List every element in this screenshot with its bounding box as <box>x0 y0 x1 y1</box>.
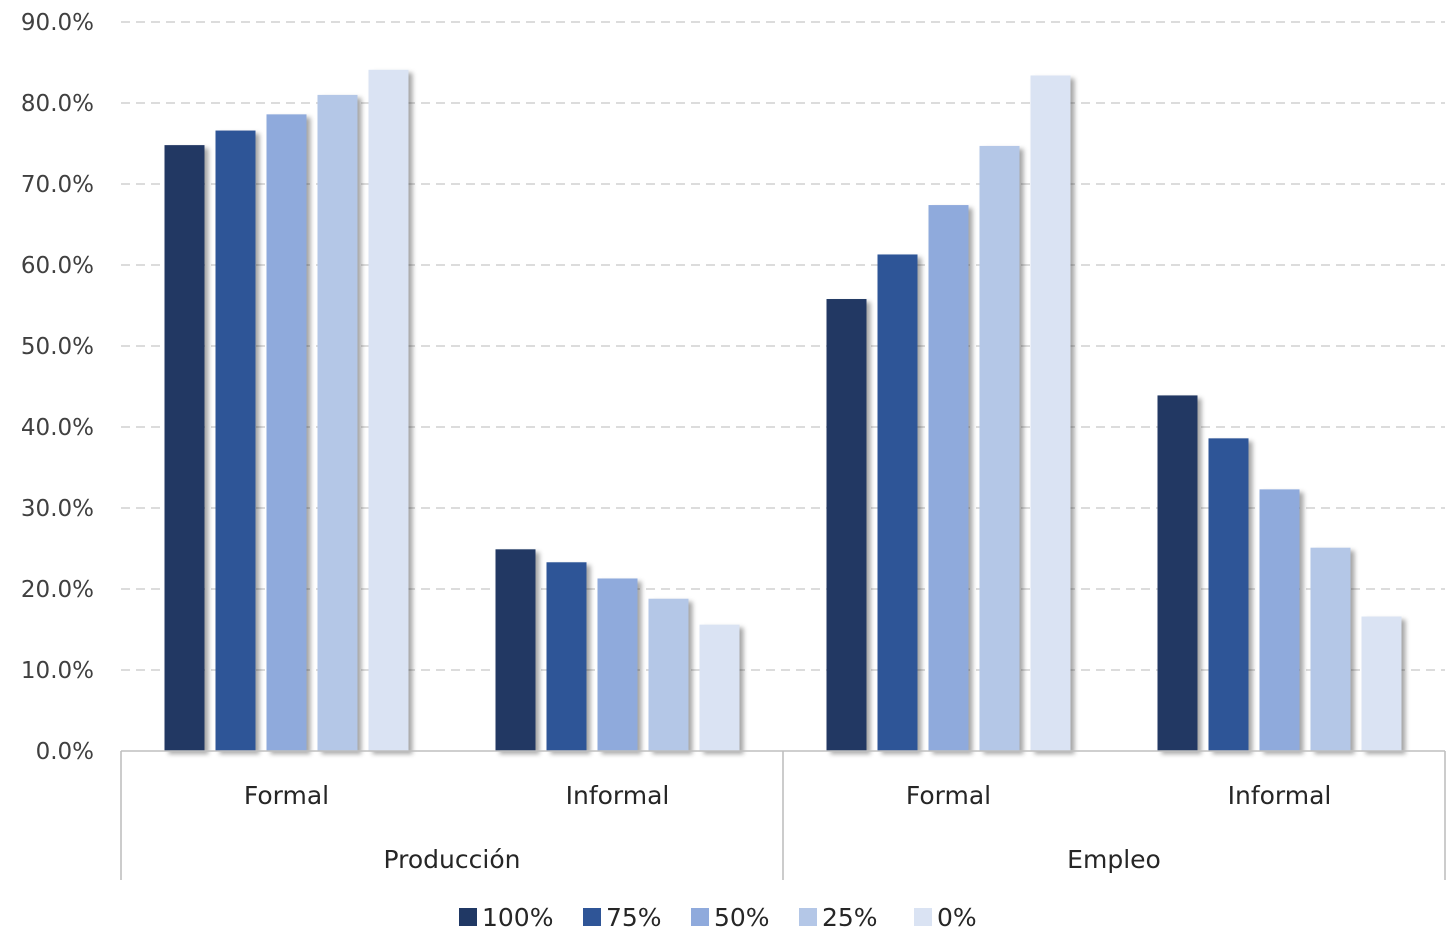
bar <box>1030 75 1071 751</box>
bar <box>215 130 256 752</box>
bar <box>979 145 1020 751</box>
bar <box>1259 489 1300 751</box>
legend-label: 75% <box>606 903 662 932</box>
bar <box>1361 616 1402 751</box>
x-group-label: Empleo <box>1067 845 1161 874</box>
x-axis-group-labels: Producción Empleo <box>384 845 1161 874</box>
bar <box>1208 438 1249 751</box>
legend-swatch <box>691 908 709 926</box>
bar <box>1157 395 1198 751</box>
y-tick-label: 40.0% <box>21 415 94 441</box>
x-category-label: Informal <box>1228 781 1332 810</box>
legend-label: 50% <box>714 903 770 932</box>
y-tick-label: 60.0% <box>21 253 94 279</box>
y-tick-label: 20.0% <box>21 577 94 603</box>
legend-label: 25% <box>822 903 878 932</box>
bar <box>877 254 918 751</box>
x-category-label: Formal <box>244 781 329 810</box>
bar <box>495 549 536 751</box>
bar <box>928 205 969 751</box>
bar <box>826 299 867 751</box>
y-axis-tick-labels: 0.0% 10.0% 20.0% 30.0% 40.0% 50.0% 60.0% 70.0% 8… <box>21 10 94 765</box>
y-tick-label: 0.0% <box>36 739 94 765</box>
bar <box>597 578 638 751</box>
y-tick-label: 80.0% <box>21 91 94 117</box>
x-axis-category-labels: Formal Informal Formal Informal <box>244 781 1332 810</box>
y-tick-label: 70.0% <box>21 172 94 198</box>
legend-swatch <box>583 908 601 926</box>
bar <box>317 94 358 751</box>
bar <box>546 562 587 751</box>
y-tick-label: 50.0% <box>21 334 94 360</box>
legend-swatch <box>914 908 932 926</box>
y-tick-label: 10.0% <box>21 658 94 684</box>
bar <box>699 624 740 751</box>
x-category-label: Formal <box>906 781 991 810</box>
legend-label: 100% <box>482 903 553 932</box>
legend-swatch <box>459 908 477 926</box>
bar <box>266 114 307 752</box>
legend-label: 0% <box>937 903 977 932</box>
bar <box>1310 547 1351 751</box>
bars <box>164 69 1402 752</box>
x-group-label: Producción <box>384 845 521 874</box>
y-tick-label: 30.0% <box>21 496 94 522</box>
bar <box>368 69 409 752</box>
y-tick-label: 90.0% <box>21 10 94 36</box>
legend-swatch <box>799 908 817 926</box>
bar <box>648 598 689 751</box>
x-category-label: Informal <box>566 781 670 810</box>
bar <box>164 145 205 751</box>
legend: 100% 75% 50% 25% 0% <box>459 903 977 932</box>
x-axis <box>120 750 1446 880</box>
